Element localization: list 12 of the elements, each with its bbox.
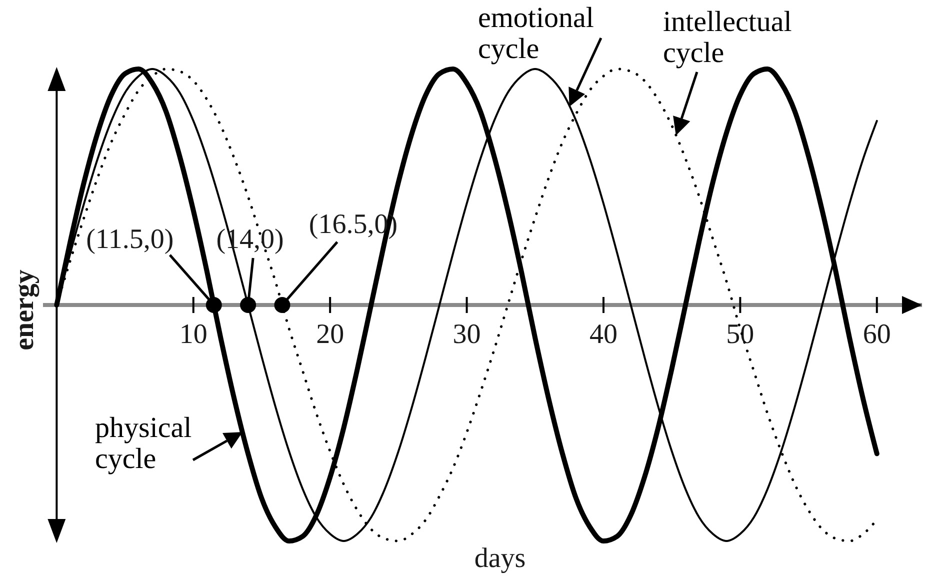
series-label: intellectual cycle xyxy=(663,6,800,69)
x-tick-label: 30 xyxy=(452,319,481,350)
x-axis-title: days xyxy=(474,543,526,574)
x-tick-label: 10 xyxy=(179,319,208,350)
annotation: (11.5,0) xyxy=(86,224,174,255)
y-axis-title: energy xyxy=(9,270,40,350)
x-tick-label: 50 xyxy=(726,319,754,350)
legend-label: physical cycle xyxy=(95,412,199,475)
x-tick-label: 40 xyxy=(589,319,618,350)
x-tick-label: 60 xyxy=(862,319,891,350)
series-label: emotional cycle xyxy=(478,2,602,65)
x-tick-label: 20 xyxy=(316,319,344,350)
